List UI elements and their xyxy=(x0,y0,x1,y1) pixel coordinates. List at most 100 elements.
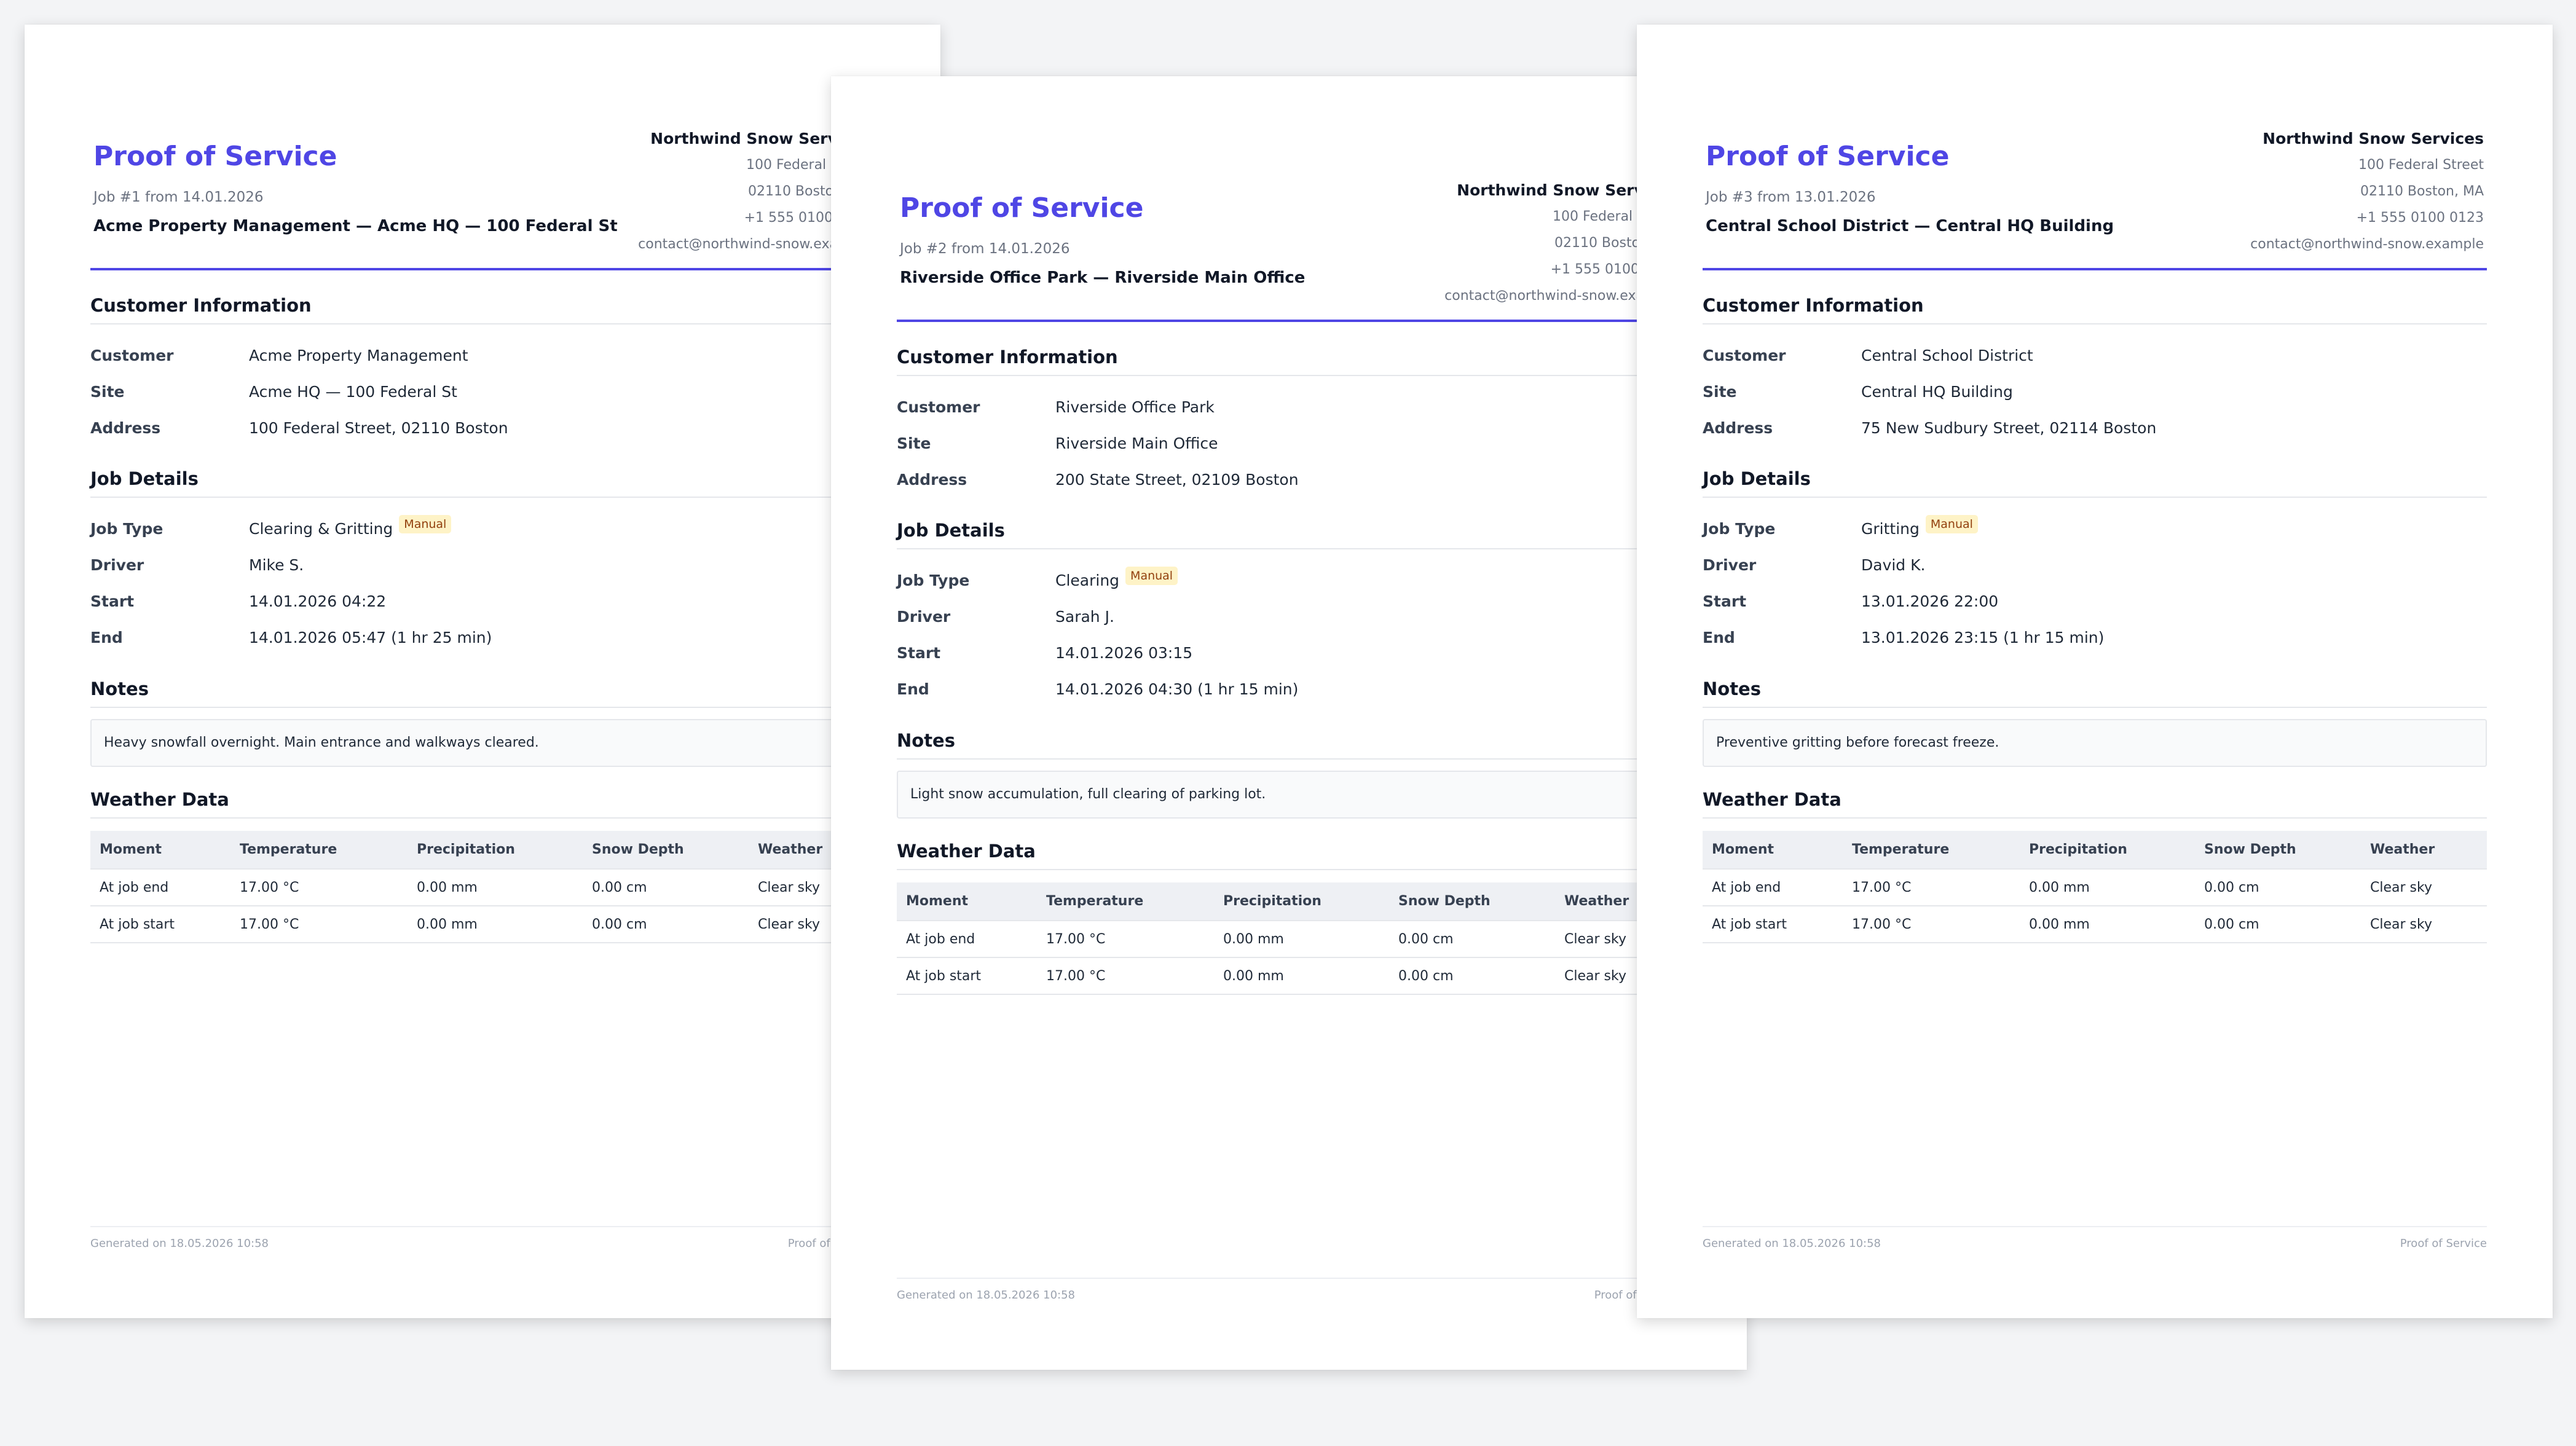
field-end: End 14.01.2026 05:47 (1 hr 25 min) xyxy=(90,626,875,651)
field-label: Address xyxy=(1703,419,1773,437)
column-header-snow-depth: Snow Depth xyxy=(583,831,749,870)
section-customer-information: Customer Information xyxy=(1703,294,2487,324)
field-site: Site Riverside Main Office xyxy=(897,432,1681,457)
cell-precipitation: 0.00 mm xyxy=(408,869,583,906)
cell-snow-depth: 0.00 cm xyxy=(2195,906,2361,943)
document-footer: Generated on 18.05.2026 10:58 Proof of S… xyxy=(1703,1226,2487,1251)
weather-table: Moment Temperature Precipitation Snow De… xyxy=(90,831,875,943)
field-start: Start 14.01.2026 03:15 xyxy=(897,642,1681,666)
cell-moment: At job start xyxy=(897,957,1037,995)
weather-header-row: Moment Temperature Precipitation Snow De… xyxy=(1703,831,2487,870)
section-heading: Customer Information xyxy=(90,295,312,316)
section-heading: Notes xyxy=(897,730,955,751)
job-number-date: Job #2 from 14.01.2026 xyxy=(900,241,1070,257)
field-value: David K. xyxy=(1861,556,1926,574)
field-site: Site Acme HQ — 100 Federal St xyxy=(90,380,875,405)
column-header-precipitation: Precipitation xyxy=(1214,882,1389,921)
page-content: Proof of Service Job #2 from 14.01.2026 … xyxy=(897,76,1681,1370)
table-row: At job start 17.00 °C 0.00 mm 0.00 cm Cl… xyxy=(897,957,1681,995)
field-job-type: Job Type Clearing Manual xyxy=(897,567,1681,594)
cell-precipitation: 0.00 mm xyxy=(1214,957,1389,995)
proof-of-service-page-job-1: Proof of Service Job #1 from 14.01.2026 … xyxy=(25,25,940,1318)
cell-snow-depth: 0.00 cm xyxy=(583,869,749,906)
cell-moment: At job start xyxy=(90,906,230,943)
field-label: Customer xyxy=(897,398,980,416)
field-end: End 13.01.2026 23:15 (1 hr 15 min) xyxy=(1703,626,2487,651)
company-email: contact@northwind-snow.example xyxy=(2250,237,2484,252)
field-label: Customer xyxy=(90,347,174,364)
field-value: Sarah J. xyxy=(1055,608,1114,626)
section-heading: Job Details xyxy=(897,520,1005,541)
field-label: End xyxy=(90,629,123,646)
document-footer: Generated on 18.05.2026 10:58 Proof of S… xyxy=(897,1278,1681,1302)
section-job-details: Job Details xyxy=(90,467,875,498)
field-value: Mike S. xyxy=(249,556,304,574)
table-row: At job start 17.00 °C 0.00 mm 0.00 cm Cl… xyxy=(1703,906,2487,943)
cell-moment: At job start xyxy=(1703,906,1843,943)
field-label: End xyxy=(1703,629,1735,646)
section-heading: Weather Data xyxy=(897,841,1036,862)
manual-badge: Manual xyxy=(1925,515,1978,533)
section-heading: Notes xyxy=(90,678,149,699)
field-driver: Driver Sarah J. xyxy=(897,605,1681,630)
section-job-details: Job Details xyxy=(897,519,1681,549)
weather-table: Moment Temperature Precipitation Snow De… xyxy=(1703,831,2487,943)
document-title: Proof of Service xyxy=(900,192,1144,224)
job-number-date: Job #1 from 14.01.2026 xyxy=(93,189,264,205)
field-label: Address xyxy=(90,419,161,437)
company-info: Northwind Snow Services 100 Federal Stre… xyxy=(2250,126,2484,257)
generated-on-text: Generated on 18.05.2026 10:58 xyxy=(897,1289,1076,1302)
field-value: 13.01.2026 23:15 (1 hr 15 min) xyxy=(1861,629,2105,646)
cell-weather: Clear sky xyxy=(2361,906,2487,943)
field-site: Site Central HQ Building xyxy=(1703,380,2487,405)
cell-temperature: 17.00 °C xyxy=(1843,906,2020,943)
footer-doc-type: Proof of Service xyxy=(2400,1237,2487,1250)
manual-badge: Manual xyxy=(399,515,452,533)
field-end: End 14.01.2026 04:30 (1 hr 15 min) xyxy=(897,678,1681,702)
field-label: Customer xyxy=(1703,347,1786,364)
cell-snow-depth: 0.00 cm xyxy=(1389,957,1555,995)
field-driver: Driver David K. xyxy=(1703,554,2487,578)
weather-table: Moment Temperature Precipitation Snow De… xyxy=(897,882,1681,995)
document-header: Proof of Service Job #1 from 14.01.2026 … xyxy=(90,95,875,270)
cell-precipitation: 0.00 mm xyxy=(2020,869,2195,906)
field-label: Driver xyxy=(1703,556,1757,574)
field-value: 14.01.2026 04:30 (1 hr 15 min) xyxy=(1055,680,1299,698)
field-value: 14.01.2026 04:22 xyxy=(249,592,387,610)
field-label: Address xyxy=(897,471,967,489)
generated-on-text: Generated on 18.05.2026 10:58 xyxy=(1703,1237,1881,1250)
field-value: Central School District xyxy=(1861,347,2033,364)
field-customer: Customer Acme Property Management xyxy=(90,344,875,369)
section-heading: Job Details xyxy=(90,468,199,489)
field-job-type: Job Type Gritting Manual xyxy=(1703,515,2487,542)
document-header: Proof of Service Job #2 from 14.01.2026 … xyxy=(897,147,1681,322)
cell-precipitation: 0.00 mm xyxy=(2020,906,2195,943)
field-label: Site xyxy=(1703,383,1737,401)
field-value: 75 New Sudbury Street, 02114 Boston xyxy=(1861,419,2157,437)
cell-weather: Clear sky xyxy=(2361,869,2487,906)
field-label: Start xyxy=(897,644,941,662)
notes-text: Preventive gritting before forecast free… xyxy=(1716,735,1999,750)
column-header-precipitation: Precipitation xyxy=(2020,831,2195,870)
notes-text: Light snow accumulation, full clearing o… xyxy=(910,787,1266,802)
section-heading: Customer Information xyxy=(1703,295,1924,316)
weather-header-row: Moment Temperature Precipitation Snow De… xyxy=(897,882,1681,921)
cell-temperature: 17.00 °C xyxy=(230,869,408,906)
column-header-moment: Moment xyxy=(90,831,230,870)
job-type-value: Gritting xyxy=(1861,520,1920,538)
field-label: Start xyxy=(90,592,135,610)
section-heading: Weather Data xyxy=(1703,789,1841,810)
field-label: Job Type xyxy=(897,572,970,589)
section-heading: Customer Information xyxy=(897,347,1118,367)
customer-site-line: Riverside Office Park — Riverside Main O… xyxy=(900,269,1306,287)
column-header-snow-depth: Snow Depth xyxy=(1389,882,1555,921)
field-value: Riverside Office Park xyxy=(1055,398,1215,416)
notes-box: Heavy snowfall overnight. Main entrance … xyxy=(90,719,875,767)
document-footer: Generated on 18.05.2026 10:58 Proof of S… xyxy=(90,1226,875,1251)
company-phone: +1 555 0100 0123 xyxy=(2356,210,2484,226)
cell-precipitation: 0.00 mm xyxy=(1214,921,1389,958)
table-row: At job end 17.00 °C 0.00 mm 0.00 cm Clea… xyxy=(1703,869,2487,906)
field-label: Job Type xyxy=(1703,520,1776,538)
field-job-type: Job Type Clearing & Gritting Manual xyxy=(90,515,875,542)
notes-box: Light snow accumulation, full clearing o… xyxy=(897,771,1681,819)
